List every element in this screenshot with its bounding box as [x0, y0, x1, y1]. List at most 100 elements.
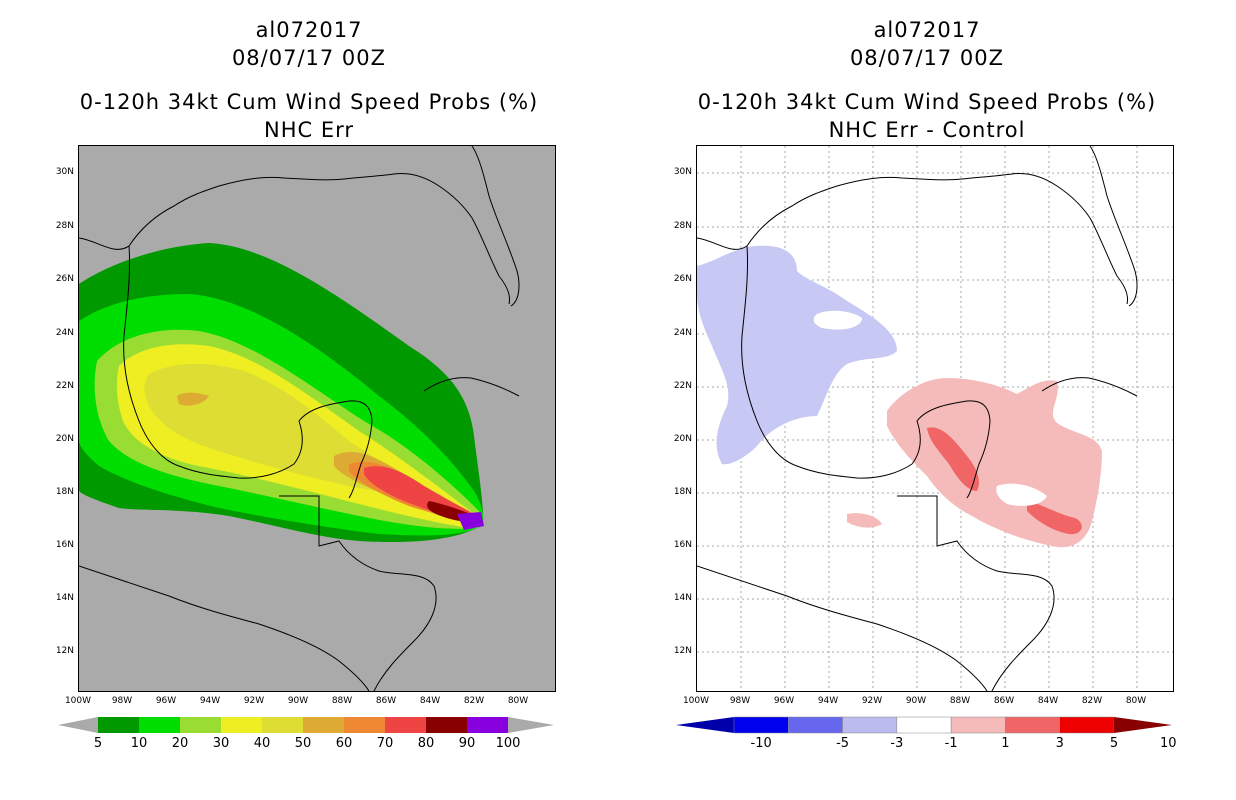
- gulf-coast: [697, 173, 1128, 305]
- storm-id: al072017: [255, 18, 363, 42]
- lat-label: 12N: [673, 646, 692, 656]
- lon-label: 100W: [682, 696, 710, 706]
- colorbar-label: 5: [1109, 736, 1119, 751]
- colorbar-box: [98, 717, 139, 733]
- colorbar-label: 100: [495, 736, 521, 751]
- colorbar-label: 3: [1055, 736, 1064, 751]
- colorbar-box: [344, 717, 385, 733]
- lon-label: 86W: [993, 696, 1015, 706]
- product-title: 0-120h 34kt Cum Wind Speed Probs (%): [697, 90, 1157, 114]
- lat-label: 16N: [55, 540, 74, 550]
- central-america-coast: [897, 495, 1055, 691]
- lon-label: 88W: [331, 696, 353, 706]
- lon-label: 82W: [463, 696, 485, 706]
- lon-label: 96W: [773, 696, 795, 706]
- datetime: 08/07/17 00Z: [231, 46, 387, 70]
- lon-label: 80W: [1125, 696, 1147, 706]
- colorbar: [676, 716, 1172, 734]
- lon-label: 94W: [817, 696, 839, 706]
- colorbar-label: 80: [417, 736, 435, 751]
- panel-subtitle: NHC Err - Control: [828, 118, 1026, 142]
- colorbar-label: 30: [212, 736, 230, 751]
- lon-label: 98W: [111, 696, 133, 706]
- texas-mexico-coast: [123, 245, 373, 499]
- lon-label: 92W: [243, 696, 265, 706]
- lon-label: 92W: [861, 696, 883, 706]
- lon-label: 80W: [507, 696, 529, 706]
- lat-label: 22N: [673, 381, 692, 391]
- colorbar-label: -3: [890, 736, 904, 751]
- left-panel: al072017 08/07/17 00Z 0-120h 34kt Cum Wi…: [55, 18, 556, 751]
- positive-diff-region: [887, 378, 1102, 548]
- colorbar-label: 90: [458, 736, 476, 751]
- lon-label: 94W: [199, 696, 221, 706]
- lat-label: 22N: [55, 381, 74, 391]
- storm-id: al072017: [873, 18, 981, 42]
- lat-label: 14N: [673, 593, 692, 603]
- colorbar-under-arrow: [58, 717, 98, 733]
- colorbar-box: [385, 717, 426, 733]
- lat-label: 16N: [673, 540, 692, 550]
- pacific-coast: [79, 565, 370, 691]
- diff-gap: [996, 483, 1047, 506]
- lat-label: 14N: [55, 593, 74, 603]
- colorbar-box: [950, 716, 1006, 734]
- lon-label: 86W: [375, 696, 397, 706]
- pacific-coast: [697, 565, 988, 691]
- product-title: 0-120h 34kt Cum Wind Speed Probs (%): [79, 90, 539, 114]
- probability-map: [78, 145, 556, 692]
- lat-label: 28N: [55, 221, 74, 231]
- colorbar-box: [788, 716, 843, 734]
- lat-label: 12N: [55, 646, 74, 656]
- central-america-coast: [279, 495, 437, 691]
- colorbar-label: -5: [836, 736, 850, 751]
- lon-label: 84W: [1037, 696, 1059, 706]
- panel-subtitle: NHC Err: [263, 118, 354, 142]
- prob-90-contour: [457, 512, 484, 530]
- coastlines: [79, 146, 520, 691]
- colorbar-label: 50: [294, 736, 312, 751]
- florida-coast: [471, 146, 520, 307]
- colorbar-label: 10: [130, 736, 148, 751]
- lat-label: 20N: [55, 434, 74, 444]
- positive-diff-3: [927, 427, 1082, 535]
- colorbar-box: [1059, 716, 1115, 734]
- colorbar-box: [139, 717, 180, 733]
- colorbar-box: [1005, 716, 1060, 734]
- right-panel: al072017 08/07/17 00Z 0-120h 34kt Cum Wi…: [618, 0, 1236, 800]
- colorbar-box: [426, 717, 467, 733]
- lat-label: 26N: [673, 274, 692, 284]
- cuba-coast: [423, 377, 520, 397]
- lon-label: 96W: [155, 696, 177, 706]
- lat-label: 18N: [673, 487, 692, 497]
- lat-label: 30N: [673, 167, 692, 177]
- colorbar-box: [896, 716, 952, 734]
- cuba-coast: [1041, 377, 1138, 397]
- colorbar-label: -1: [944, 736, 958, 751]
- colorbar-box: [180, 717, 221, 733]
- difference-map-svg: [697, 146, 1173, 691]
- negative-diff-region: [697, 245, 897, 465]
- colorbar-label: 40: [253, 736, 271, 751]
- colorbar-box: [262, 717, 303, 733]
- colorbar-label: 10: [1160, 736, 1177, 751]
- colorbar-box: [303, 717, 344, 733]
- coastlines: [697, 146, 1138, 691]
- colorbar-box: [842, 716, 898, 734]
- lon-label: 84W: [419, 696, 441, 706]
- lon-label: 90W: [905, 696, 927, 706]
- lon-label: 90W: [287, 696, 309, 706]
- positive-diff-patch: [847, 513, 882, 528]
- gulf-coast: [79, 173, 510, 305]
- colorbar-under-arrow: [676, 717, 734, 733]
- colorbar-box: [733, 716, 789, 734]
- colorbar: [58, 717, 554, 733]
- lat-label: 28N: [673, 221, 692, 231]
- colorbar-label: -10: [750, 736, 772, 751]
- lon-label: 88W: [949, 696, 971, 706]
- texas-mexico-coast: [741, 245, 991, 499]
- colorbar-label: 60: [335, 736, 353, 751]
- lat-label: 24N: [55, 328, 74, 338]
- difference-map: [696, 145, 1174, 692]
- colorbar-label: 1: [1001, 736, 1010, 751]
